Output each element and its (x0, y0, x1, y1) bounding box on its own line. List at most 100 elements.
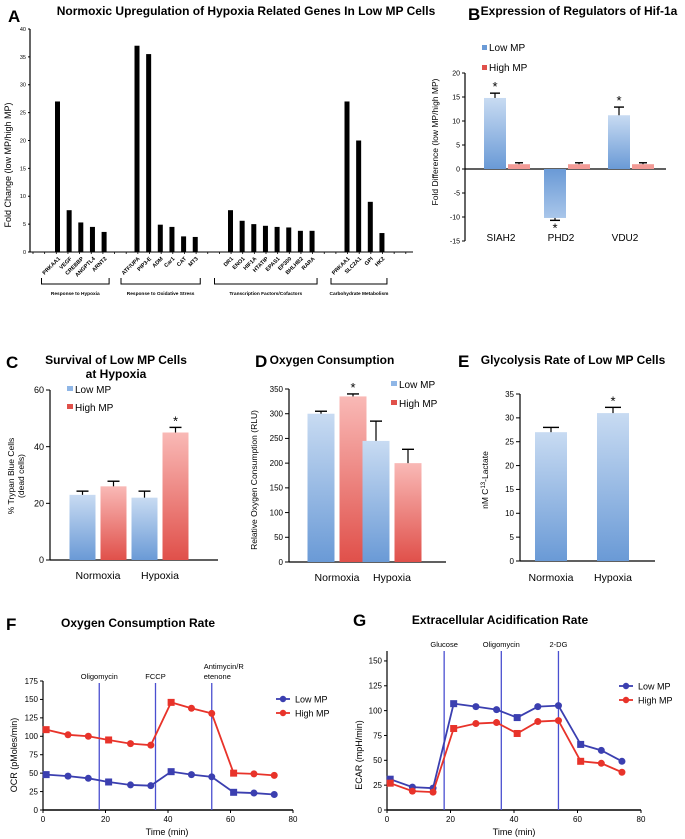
panel-e-chart: 0 5 10 15 20 25 30 35 Normoxia * Hypoxia (505, 390, 655, 584)
panel-c-legend-swatch-high-mp (67, 404, 73, 409)
panel-d-significance-star: * (350, 380, 355, 395)
panel-c-chart: 0 20 40 60 Normoxia * Hypoxia Low MP High MP (34, 385, 218, 582)
panel-b-ylabel: Fold Difference (low MP/high MP) (430, 78, 440, 205)
panel-a-x-tick-label: MT3 (188, 256, 200, 268)
panel-g-y-tick-label: 125 (369, 682, 383, 691)
panel-g-data-point (386, 779, 394, 787)
panel-g-data-point (513, 729, 521, 737)
panel-g-series-line (389, 702, 623, 790)
panel-d-y-tick-label: 100 (270, 508, 284, 517)
panel-d-y-tick-label: 50 (274, 533, 283, 542)
panel-f-data-point (250, 770, 258, 778)
panel-a-bar (309, 230, 315, 252)
panel-b-legend-label-high-mp: High MP (489, 63, 528, 74)
panel-c-y-tick-label: 40 (34, 442, 44, 452)
panel-b-y-tick-label: 20 (452, 70, 460, 77)
panel-f-data-point (127, 740, 134, 748)
panel-f-y-tick-label: 125 (25, 714, 39, 723)
panel-a-bar (367, 201, 373, 252)
panel-g-y-tick-label: 0 (378, 806, 383, 815)
panel-a-y-tick-label: 30 (20, 83, 26, 89)
panel-f-injection-label: etenone (204, 672, 231, 681)
panel-c-y-tick-label: 20 (34, 498, 44, 508)
panel-b-bar-high-mp (568, 164, 590, 169)
panel-d-y-tick-label: 150 (270, 484, 284, 493)
panel-b-bar-low-mp (608, 115, 630, 169)
panel-a-ylabel: Fold Change (low MP/high MP) (3, 102, 13, 227)
panel-e-y-tick-label: 20 (505, 461, 514, 470)
panel-f-legend-marker (279, 709, 287, 717)
panel-b-y-tick-label: -5 (454, 190, 460, 197)
panel-c-y-tick-label: 0 (39, 555, 44, 565)
panel-f-data-point (230, 788, 238, 796)
panel-b-y-tick-label: -10 (450, 214, 460, 221)
panel-f-data-point (167, 768, 175, 776)
panel-a-chart: 0510152025303540PRKAA1VEGFCREBBPANGPTL4A… (20, 27, 413, 297)
panel-f-y-tick-label: 175 (25, 677, 39, 686)
panel-b-bar-high-mp (508, 164, 530, 169)
panel-a-bar (101, 231, 107, 252)
panel-f-data-point (105, 778, 113, 786)
panel-e-y-tick-label: 5 (510, 533, 515, 542)
panel-g-data-point (493, 719, 501, 727)
panel-g-legend-marker (622, 696, 630, 704)
panel-g-data-point (472, 703, 480, 711)
panel-g-data-point (386, 775, 394, 783)
panel-e-significance-star: * (610, 393, 615, 408)
panel-f-injection-label: FCCP (145, 672, 165, 681)
panel-c-title-line2: at Hypoxia (86, 367, 147, 381)
panel-label-a: A (8, 7, 20, 26)
panel-g-x-tick-label: 40 (510, 815, 519, 824)
panel-a-group-bracket (330, 278, 388, 285)
panel-b-significance-star: * (616, 93, 621, 108)
panel-a-group-bracket (214, 278, 318, 285)
panel-e-y-tick-label: 0 (510, 557, 515, 566)
panel-a-bar (89, 226, 95, 252)
panel-f-injection-label: Oligomycin (81, 672, 118, 681)
panel-g-legend-label: Low MP (638, 682, 671, 692)
panel-a-bar (251, 224, 257, 252)
panel-a-group-bracket (120, 278, 201, 285)
panel-f-series-line (46, 770, 275, 796)
panel-a-bar (297, 230, 303, 252)
panel-label-f: F (6, 615, 16, 634)
panel-a-bar (274, 226, 280, 252)
panel-b-bar-high-mp (632, 164, 654, 169)
panel-f-data-point (84, 774, 92, 782)
panel-f-data-point (167, 698, 175, 706)
panel-f-series-line (45, 701, 275, 777)
panel-f-y-tick-label: 25 (29, 787, 38, 796)
panel-a-x-tick-label: Car1 (163, 256, 176, 269)
panel-g-data-point (577, 757, 585, 765)
panel-d-x-tick-label: Normoxia (315, 572, 360, 584)
panel-f-y-tick-label: 50 (29, 769, 38, 778)
panel-a-bar (262, 225, 268, 252)
panel-g-data-point (472, 720, 480, 728)
panel-label-d: D (255, 352, 267, 371)
panel-f-data-point (42, 726, 50, 734)
panel-d-bar-low-mp (307, 413, 335, 562)
panel-a-y-tick-label: 10 (20, 194, 26, 200)
panel-f-ylabel: OCR (pMoles/min) (9, 718, 19, 793)
panel-c-title-line1: Survival of Low MP Cells (45, 353, 187, 367)
panel-a-group-label: Carbohydrate Metabolism (330, 291, 389, 297)
panel-f-data-point (230, 769, 238, 777)
panel-a-x-tick-label: HK2 (374, 256, 386, 268)
panel-g-y-tick-label: 25 (373, 781, 382, 790)
panel-e-ylabel: nM C13-Lactate (480, 451, 490, 509)
panel-f-data-point (64, 772, 72, 780)
panel-b-legend-swatch-low-mp (482, 45, 487, 50)
panel-a-bar (134, 45, 140, 252)
panel-g-y-tick-label: 75 (373, 731, 382, 740)
panel-f-data-point (187, 704, 195, 712)
panel-f-data-point (64, 731, 72, 739)
panel-f-data-point (84, 732, 92, 740)
panel-a-bar (55, 101, 60, 252)
panel-b-y-tick-label: 10 (452, 118, 460, 125)
panel-a-group-label: Response to Hypoxia (51, 291, 100, 297)
panel-b-y-tick-label: 5 (456, 142, 460, 149)
panel-f-legend-label: Low MP (295, 695, 328, 705)
panel-g-data-point (554, 702, 562, 710)
